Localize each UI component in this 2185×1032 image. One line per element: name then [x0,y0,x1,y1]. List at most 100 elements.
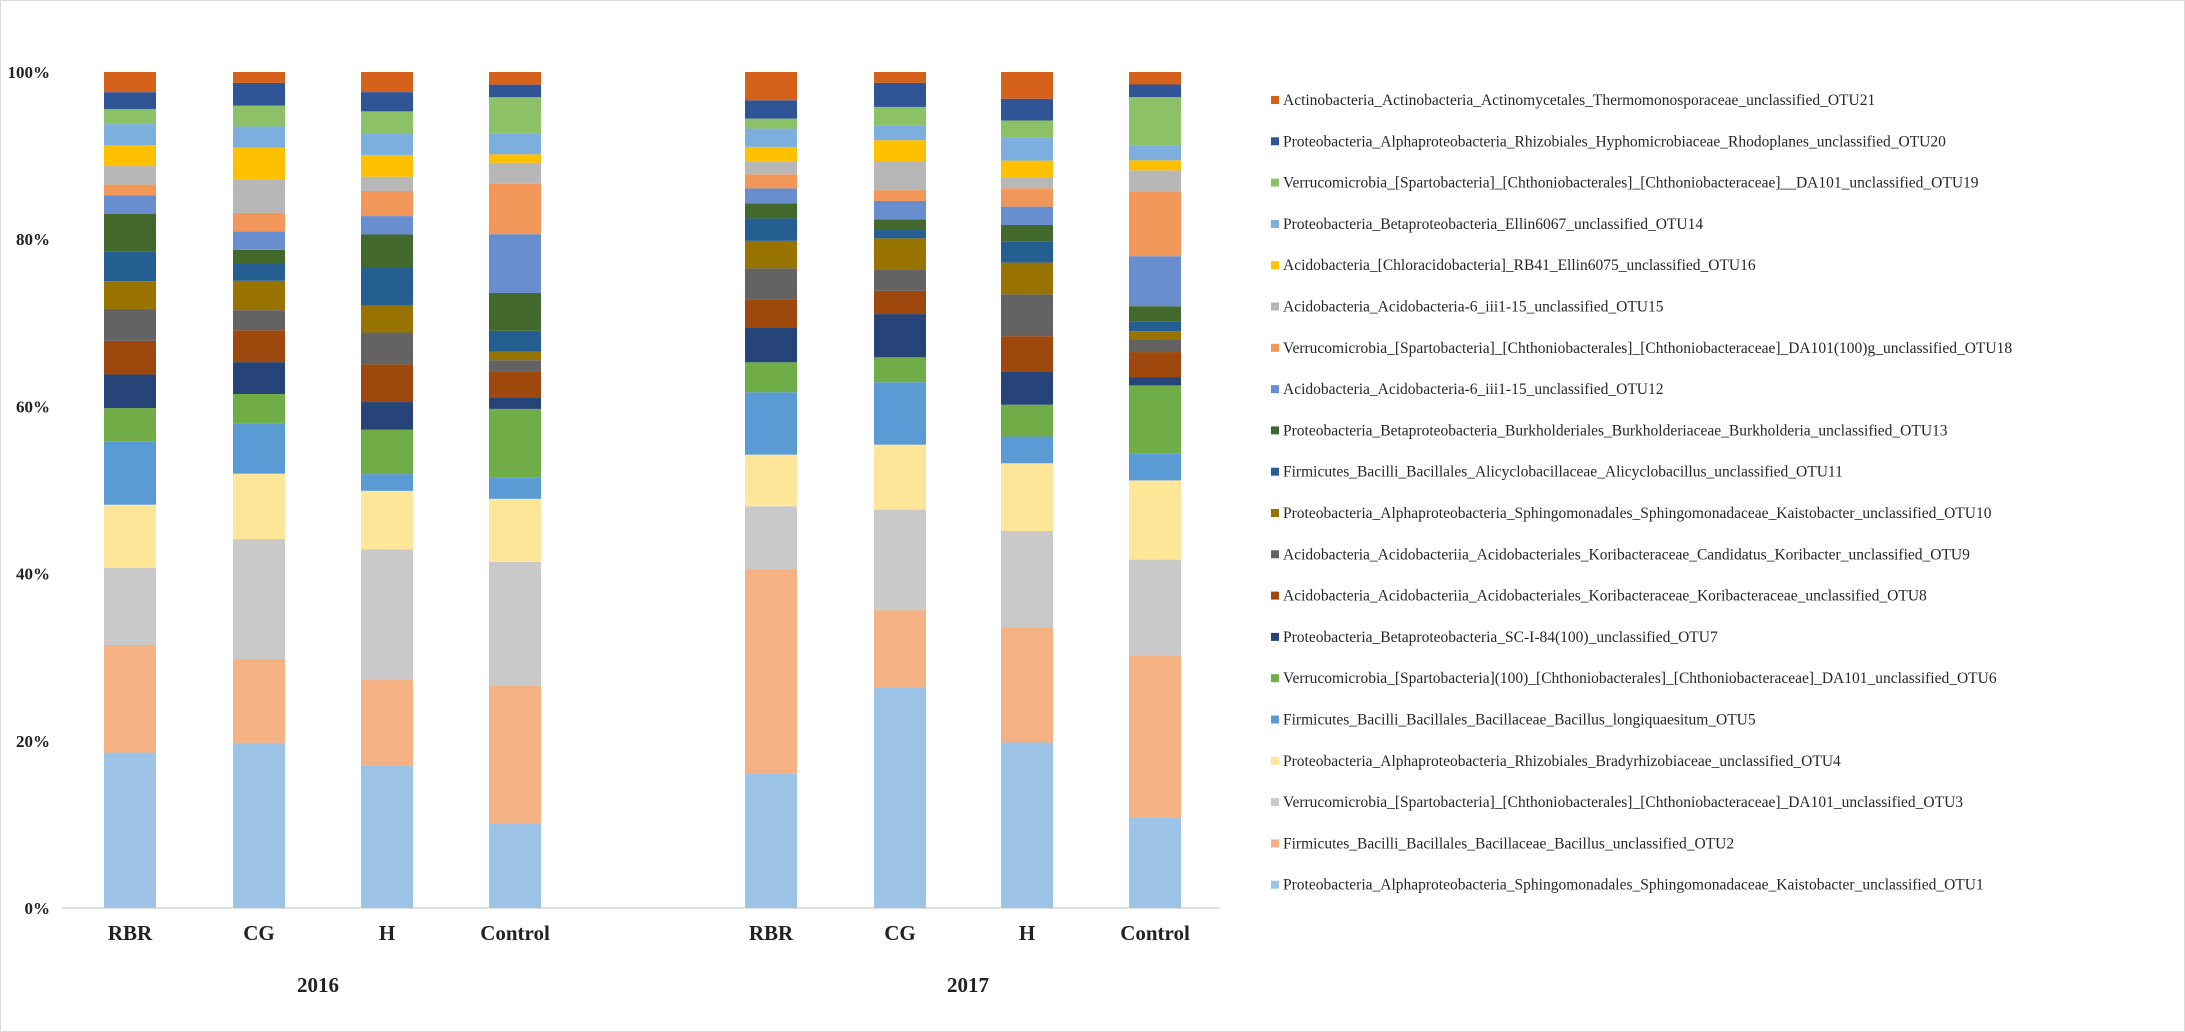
bar-segment-otu-14 [361,190,413,217]
bar-segment-otu-4 [489,498,541,562]
bar-segment-otu-11 [361,268,413,306]
bar-segment-otu-16 [489,154,541,163]
bar-segment-otu-8 [745,299,797,328]
legend-swatch [1271,756,1279,765]
bar-segment-otu-4 [104,504,156,568]
bar-segment-otu-17 [233,126,285,148]
legend-label: Acidobacteria_Acidobacteriia_Acidobacter… [1283,546,1970,563]
bar-segment-otu-6 [233,393,285,424]
legend-label: Firmicutes_Bacilli_Bacillales_Bacillacea… [1283,835,1734,852]
bar-segment-otu-18 [104,108,156,125]
bar-segment-otu-19 [1001,98,1053,121]
bar-segment-otu-13 [745,188,797,204]
bar-segment-otu-7 [874,314,926,358]
bar-segment-otu-15 [1129,170,1181,192]
bar-segment-otu-3 [233,539,285,659]
legend-label: Proteobacteria_Alphaproteobacteria_Rhizo… [1283,753,1841,770]
legend-swatch [1271,674,1279,683]
legend-swatch [1271,261,1279,270]
legend-swatch [1271,219,1279,228]
legend-swatch [1271,302,1279,311]
bar-segment-otu-20 [745,72,797,101]
category-label: H [1019,921,1035,945]
bar-segment-otu-16 [233,147,285,180]
bar-segment-otu-19 [745,100,797,119]
legend-swatch [1271,591,1279,600]
bar-segment-otu-7 [233,362,285,394]
bar-segment-otu-3 [361,549,413,680]
bar-segment-otu-2 [489,685,541,824]
bar-segment-otu-5 [874,382,926,445]
bar-segment-otu-18 [874,106,926,126]
legend-swatch [1271,137,1279,146]
bar-segment-otu-1 [874,687,926,908]
bar-segment-otu-12 [1001,224,1053,242]
bar-segment-otu-11 [745,218,797,241]
category-label: Control [1120,921,1190,945]
legend-label: Firmicutes_Bacilli_Bacillales_Bacillacea… [1283,712,1756,729]
bar-segment-otu-1 [361,765,413,908]
y-axis-ticks: 0% 20% 40% 60% 80% 100% [8,63,51,918]
bar-segment-otu-9 [104,308,156,341]
bar-segment-otu-4 [233,473,285,540]
bar-segment-otu-4 [361,490,413,550]
bar-segment-otu-5 [745,392,797,455]
bar-segment-otu-11 [104,251,156,282]
bar-segment-otu-2 [361,679,413,766]
legend-label: Acidobacteria_Acidobacteria-6_iii1-15_un… [1283,299,1664,316]
bar-segment-otu-4 [745,454,797,507]
legend-swatch [1271,632,1279,641]
category-label: CG [243,921,275,945]
bar-segment-otu-9 [489,360,541,372]
bar-segment-otu-10 [1129,331,1181,340]
bar-segment-otu-12 [1129,306,1181,322]
bar-segment-otu-15 [745,161,797,175]
legend-label: Acidobacteria_Acidobacteria-6_iii1-15_un… [1283,381,1663,398]
bar-segment-otu-7 [745,327,797,363]
bar-segment-otu-4 [1129,480,1181,560]
bar-segment-otu-3 [745,506,797,570]
bar-segment-otu-20 [874,72,926,83]
y-tick-label: 80% [16,230,50,249]
category-label: Control [480,921,550,945]
legend-label: Proteobacteria_Betaproteobacteria_Ellin6… [1283,216,1703,233]
legend-label: Proteobacteria_Alphaproteobacteria_Sphin… [1283,505,1992,522]
bar-segment-otu-5 [104,441,156,505]
legend-swatch [1271,343,1279,352]
legend-label: Proteobacteria_Alphaproteobacteria_Sphin… [1283,877,1984,894]
bar-segment-otu-8 [361,364,413,403]
bar-segment-otu-11 [1129,321,1181,332]
bar-segment-otu-3 [1129,559,1181,656]
bar-segment-otu-2 [874,610,926,688]
y-tick-label: 60% [16,397,50,416]
bar-segment-otu-2 [1129,655,1181,818]
bar-segment-otu-2 [745,569,797,774]
bar-segment-otu-17 [489,133,541,155]
bar-segment-otu-3 [489,561,541,686]
bar-segment-otu-11 [1001,241,1053,263]
bar-segment-otu-14 [745,174,797,189]
bar-segment-otu-7 [1129,377,1181,386]
bar-segment-otu-8 [874,290,926,315]
bar-segment-otu-20 [233,72,285,83]
legend-label: Proteobacteria_Betaproteobacteria_SC-I-8… [1283,629,1718,646]
legend-label: Proteobacteria_Alphaproteobacteria_Rhizo… [1283,133,1946,150]
bar-segment-otu-11 [233,264,285,281]
y-tick-label: 100% [8,63,51,82]
bar-segment-otu-14 [489,183,541,235]
legend-swatch [1271,467,1279,476]
bar-segment-otu-17 [1129,145,1181,161]
bar-segment-otu-16 [104,145,156,167]
bar-segment-otu-19 [874,82,926,107]
bar-segment-otu-3 [874,509,926,611]
bar-segment-otu-13 [361,216,413,235]
legend: Actinobacteria_Actinobacteria_Actinomyce… [1271,92,2012,894]
bar-segment-otu-6 [104,408,156,442]
bar-segment-otu-2 [1001,627,1053,743]
bar-segment-otu-14 [1001,188,1053,207]
bar-segment-otu-1 [1129,817,1181,908]
y-tick-label: 40% [16,565,50,584]
bar-segment-otu-9 [233,310,285,331]
legend-swatch [1271,178,1279,187]
